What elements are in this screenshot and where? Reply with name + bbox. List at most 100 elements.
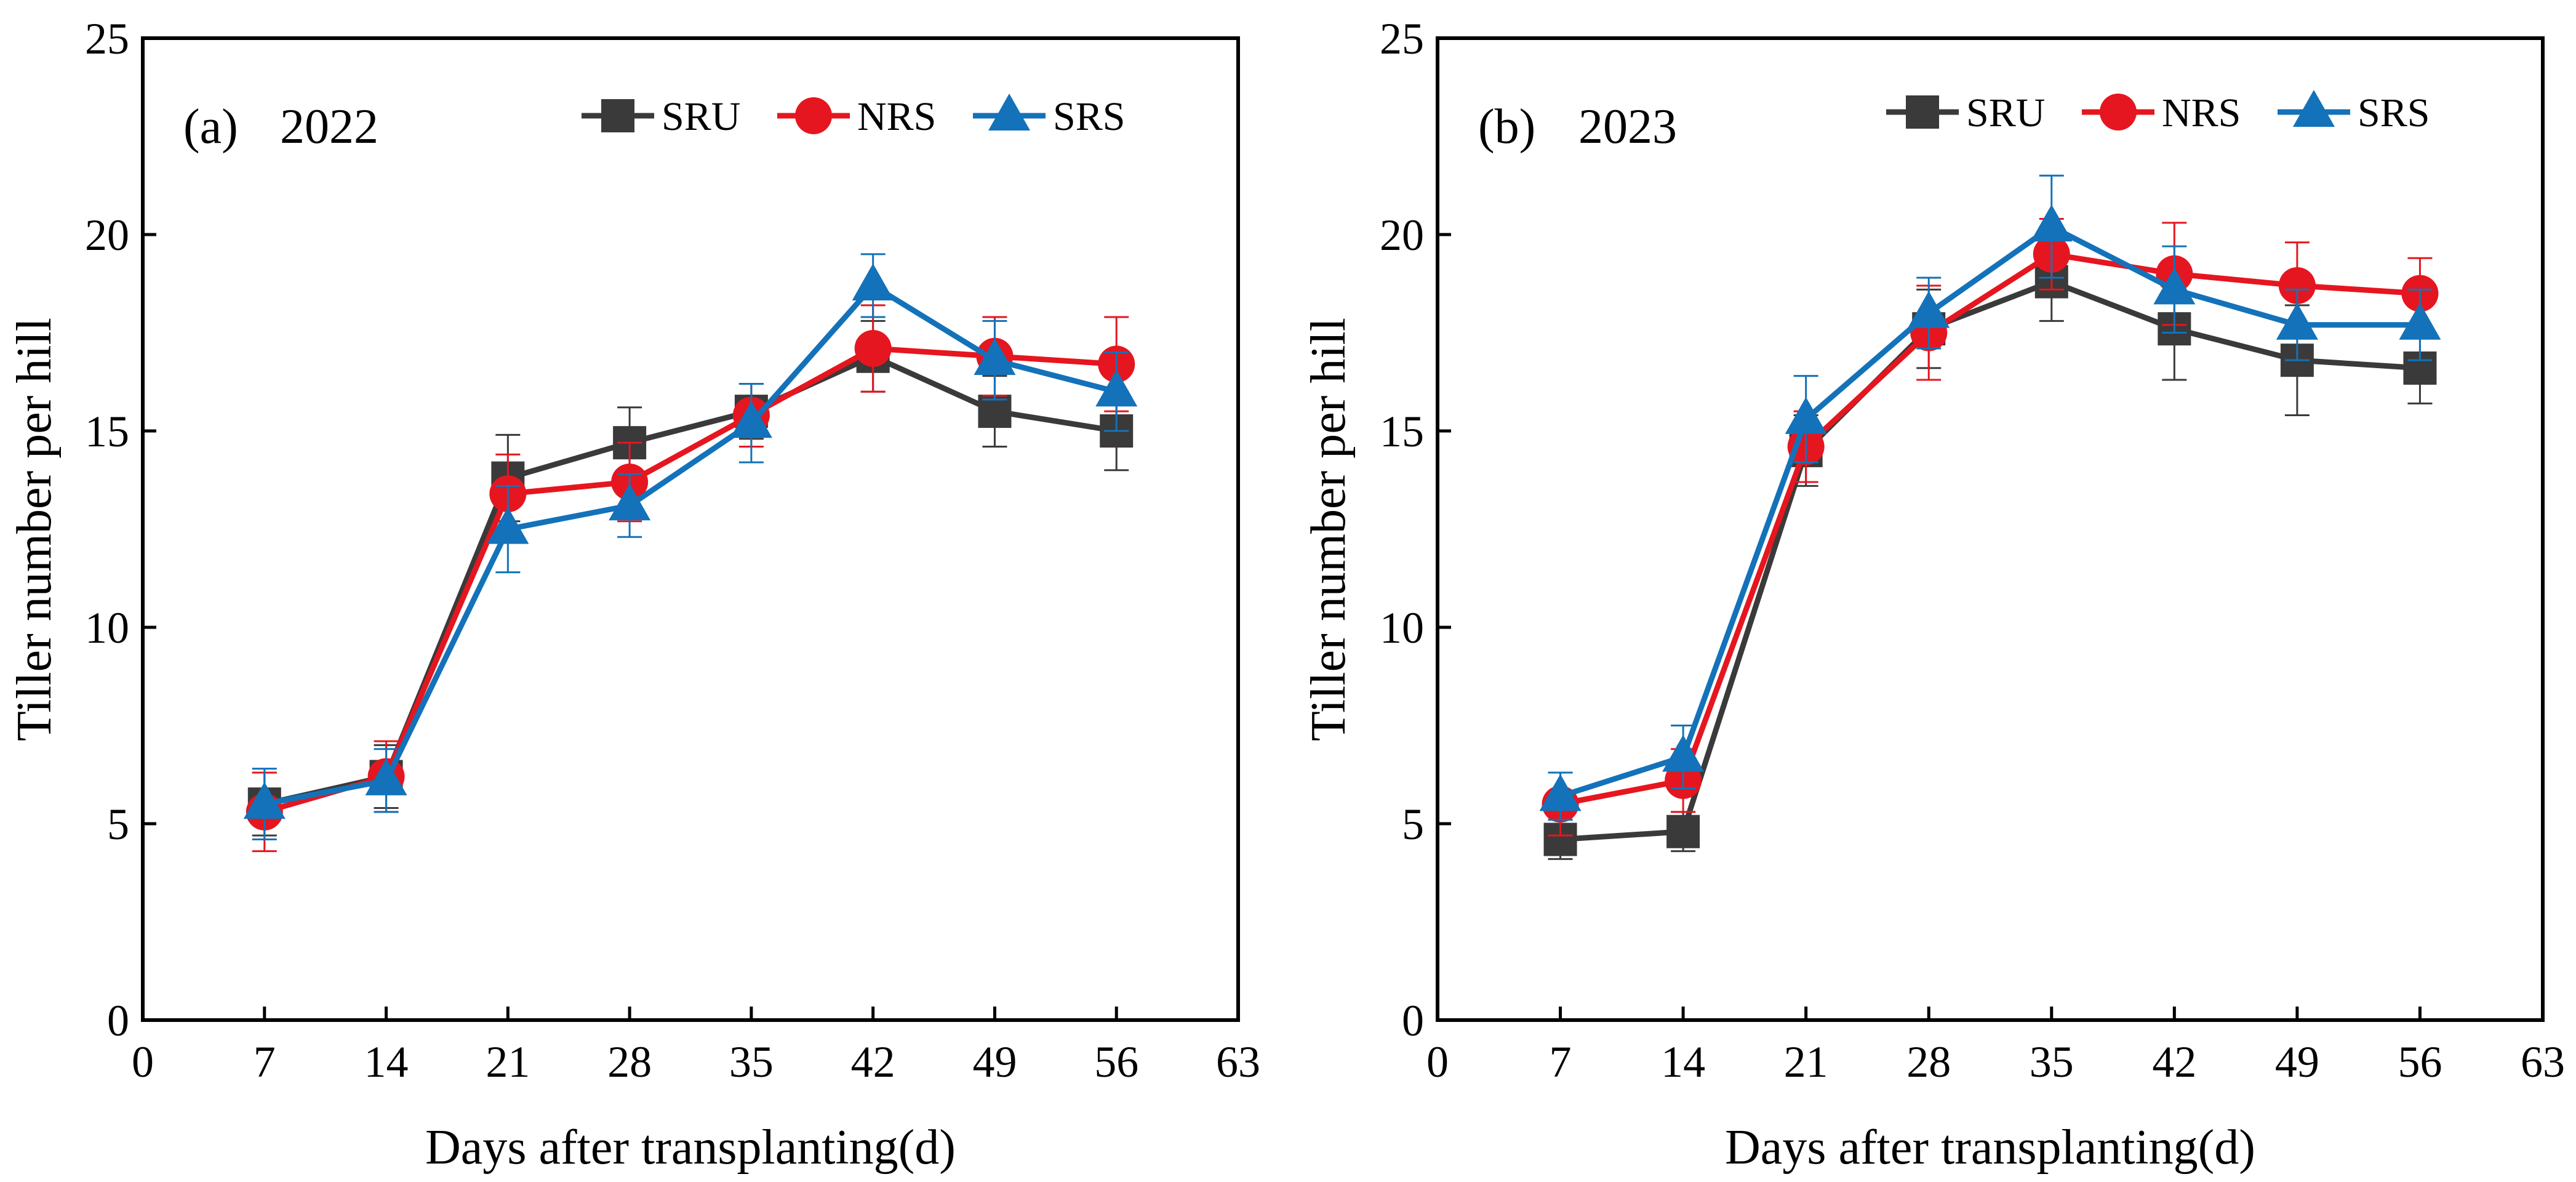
x-tick-label: 42 — [2152, 1037, 2196, 1087]
y-tick-label: 20 — [85, 211, 129, 260]
x-tick-label: 56 — [1094, 1037, 1138, 1087]
x-tick-label: 49 — [2275, 1037, 2319, 1087]
series-srs — [1539, 174, 2441, 821]
data-point — [243, 782, 286, 819]
y-tick-label: 0 — [1402, 996, 1424, 1045]
series-line — [1560, 279, 2420, 843]
x-tick-label: 35 — [2030, 1037, 2074, 1087]
panel-year: 2023 — [1578, 100, 1677, 154]
legend-label: NRS — [857, 94, 936, 139]
legend-marker — [795, 97, 832, 134]
legend-marker — [1906, 95, 1939, 129]
y-tick-label: 5 — [1402, 800, 1424, 849]
x-tick-label: 14 — [364, 1037, 409, 1087]
y-tick-label: 5 — [107, 800, 129, 849]
data-point — [2276, 302, 2318, 340]
series-layer — [243, 253, 1138, 853]
data-point — [1662, 734, 1705, 772]
data-point — [852, 263, 894, 300]
legend-marker — [988, 94, 1030, 131]
series-line — [1559, 223, 2420, 799]
x-axis-ticks: 0 7 14 21 28 35 42 49 56 63 — [132, 1007, 1260, 1087]
x-tick-label: 0 — [132, 1037, 154, 1087]
data-point — [1095, 369, 1138, 407]
data-point — [854, 330, 892, 368]
data-point — [974, 338, 1016, 376]
series-layer — [1539, 174, 2441, 860]
legend-marker — [2293, 90, 2335, 127]
series-nrs — [246, 304, 1135, 853]
x-tick-label: 7 — [1550, 1037, 1572, 1087]
x-tick-label: 0 — [1426, 1037, 1449, 1087]
data-point — [609, 483, 651, 521]
y-axis-title: Tiller number per hill — [1302, 318, 1356, 741]
data-point — [2030, 204, 2073, 242]
y-axis-ticks: 0 5 10 15 20 25 — [85, 14, 156, 1045]
x-tick-label: 21 — [486, 1037, 530, 1087]
legend-marker — [601, 99, 634, 132]
y-tick-label: 15 — [85, 407, 129, 456]
data-point — [365, 758, 407, 795]
x-tick-label: 28 — [607, 1037, 652, 1087]
series-srs — [243, 253, 1138, 841]
x-tick-label: 42 — [851, 1037, 895, 1087]
data-point — [1785, 396, 1827, 434]
y-tick-label: 10 — [85, 603, 129, 653]
series-line — [263, 345, 1117, 815]
x-axis-ticks: 0 7 14 21 28 35 42 49 56 63 — [1426, 1007, 2565, 1087]
legend-label: SRS — [1053, 94, 1125, 139]
plot-frame — [1436, 36, 2545, 1022]
legend-item-sru: SRU — [1886, 90, 2045, 135]
legend-label: SRS — [2358, 90, 2430, 135]
legend: SRU NRS SRS — [1886, 90, 2430, 135]
series-line — [263, 283, 1118, 807]
legend: SRU NRS SRS — [582, 94, 1125, 139]
data-point — [1539, 774, 1582, 811]
data-point — [487, 507, 529, 544]
x-tick-label: 7 — [254, 1037, 276, 1087]
panel-b: 0 7 14 21 28 35 42 49 56 63 0 5 10 15 20 25 (b) 2023 S… — [1302, 14, 2565, 1175]
y-axis-title: Tiller number per hill — [7, 318, 62, 741]
plot-frame — [141, 36, 1240, 1022]
series-nrs — [1542, 217, 2439, 837]
series-sru — [247, 320, 1134, 837]
legend-item-srs: SRS — [2278, 90, 2430, 135]
y-tick-label: 25 — [85, 14, 129, 63]
legend-item-sru: SRU — [582, 94, 740, 139]
data-point — [1908, 291, 1950, 328]
panel-a: 0 7 14 21 28 35 42 49 56 63 0 5 10 15 20 25 (a) 2022 S… — [7, 14, 1260, 1175]
x-tick-label: 35 — [729, 1037, 774, 1087]
data-point — [2153, 267, 2196, 305]
data-point — [2399, 302, 2441, 340]
legend-item-nrs: NRS — [2082, 90, 2241, 135]
panel-label: (a) — [183, 100, 238, 154]
panel-label: (b) — [1478, 100, 1535, 154]
legend-item-srs: SRS — [973, 94, 1125, 139]
legend-label: NRS — [2162, 90, 2241, 135]
y-tick-label: 15 — [1380, 407, 1424, 456]
x-tick-label: 49 — [972, 1037, 1017, 1087]
panel-year: 2022 — [280, 100, 378, 154]
legend-label: SRU — [1966, 90, 2045, 135]
legend-item-nrs: NRS — [777, 94, 936, 139]
legend-label: SRU — [662, 94, 740, 139]
x-tick-label: 28 — [1906, 1037, 1951, 1087]
y-tick-label: 20 — [1380, 211, 1424, 260]
x-tick-label: 63 — [1216, 1037, 1260, 1087]
y-axis-ticks: 0 5 10 15 20 25 — [1380, 14, 1451, 1045]
x-tick-label: 14 — [1661, 1037, 1705, 1087]
series-line — [1559, 251, 2420, 807]
y-tick-label: 0 — [107, 996, 129, 1045]
data-point — [2278, 267, 2316, 304]
x-tick-label: 21 — [1784, 1037, 1828, 1087]
x-axis-title: Days after transplanting(d) — [425, 1120, 956, 1175]
data-point — [730, 401, 772, 438]
x-tick-label: 56 — [2398, 1037, 2442, 1087]
y-tick-label: 25 — [1380, 14, 1424, 63]
x-axis-title: Days after transplanting(d) — [1725, 1120, 2255, 1175]
data-point — [1666, 814, 1700, 848]
x-tick-label: 63 — [2521, 1037, 2565, 1087]
y-tick-label: 10 — [1380, 603, 1424, 653]
legend-marker — [2100, 94, 2137, 131]
